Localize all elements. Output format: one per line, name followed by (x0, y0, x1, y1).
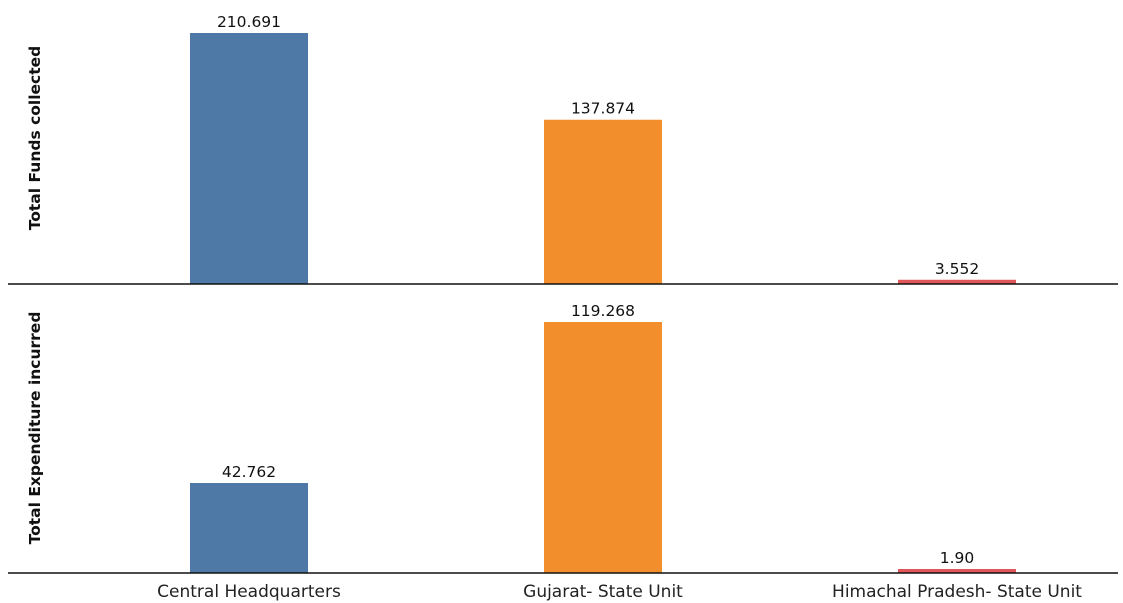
chart-panels: 210.691 137.874 3.552 Total Funds collected… (8, 13, 1118, 574)
y-axis-label: Total Expenditure incurred (26, 312, 44, 545)
bar-central-headquarters (190, 483, 308, 573)
data-label: 210.691 (217, 13, 281, 31)
data-label: 1.90 (940, 549, 975, 567)
category-label: Central Headquarters (157, 582, 341, 602)
panel-2: 42.762 119.268 1.90 Total Expenditure incur… (8, 302, 1118, 574)
bar-himachal-pradesh-state-unit (898, 279, 1016, 284)
data-label: 119.268 (571, 302, 635, 320)
category-axis-labels: Central Headquarters Gujarat- State Unit H… (157, 582, 1082, 602)
bar-central-headquarters (190, 33, 308, 284)
bar-himachal-pradesh-state-unit (898, 569, 1016, 573)
category-label: Gujarat- State Unit (523, 582, 683, 602)
data-label: 137.874 (571, 100, 635, 118)
bar-gujarat-state-unit (544, 119, 662, 285)
data-label: 3.552 (935, 260, 979, 278)
y-axis-label: Total Funds collected (26, 46, 44, 231)
category-label: Himachal Pradesh- State Unit (832, 582, 1082, 602)
data-label: 42.762 (222, 463, 276, 481)
panel-1: 210.691 137.874 3.552 Total Funds collected (8, 13, 1118, 285)
bar-gujarat-state-unit (544, 322, 662, 573)
